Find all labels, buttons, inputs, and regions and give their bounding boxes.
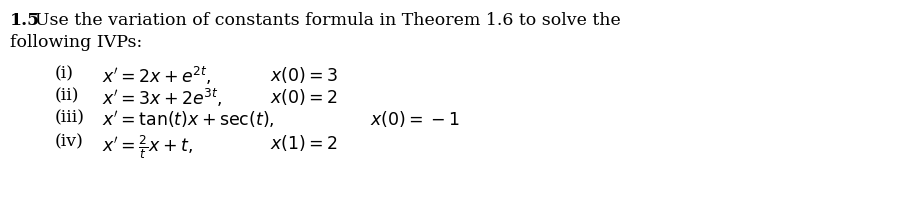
- Text: Use the variation of constants formula in Theorem 1.6 to solve the: Use the variation of constants formula i…: [35, 12, 621, 29]
- Text: following IVPs:: following IVPs:: [10, 34, 143, 51]
- Text: 1.5: 1.5: [10, 12, 40, 29]
- Text: (iii): (iii): [55, 109, 85, 126]
- Text: (iv): (iv): [55, 133, 84, 150]
- Text: $x(0) = -1$: $x(0) = -1$: [370, 109, 460, 129]
- Text: (ii): (ii): [55, 87, 80, 104]
- Text: $x' = 3x + 2e^{3t},$: $x' = 3x + 2e^{3t},$: [102, 87, 223, 109]
- Text: $x(0) = 2$: $x(0) = 2$: [270, 87, 338, 107]
- Text: $x(0) = 3$: $x(0) = 3$: [270, 65, 338, 85]
- Text: $x' = \frac{2}{t}x + t,$: $x' = \frac{2}{t}x + t,$: [102, 133, 193, 161]
- Text: $x' = \mathrm{tan}(t)x + \mathrm{sec}(t),$: $x' = \mathrm{tan}(t)x + \mathrm{sec}(t)…: [102, 109, 274, 130]
- Text: $x' = 2x + e^{2t},$: $x' = 2x + e^{2t},$: [102, 65, 212, 87]
- Text: $x(1) = 2$: $x(1) = 2$: [270, 133, 338, 153]
- Text: (i): (i): [55, 65, 74, 82]
